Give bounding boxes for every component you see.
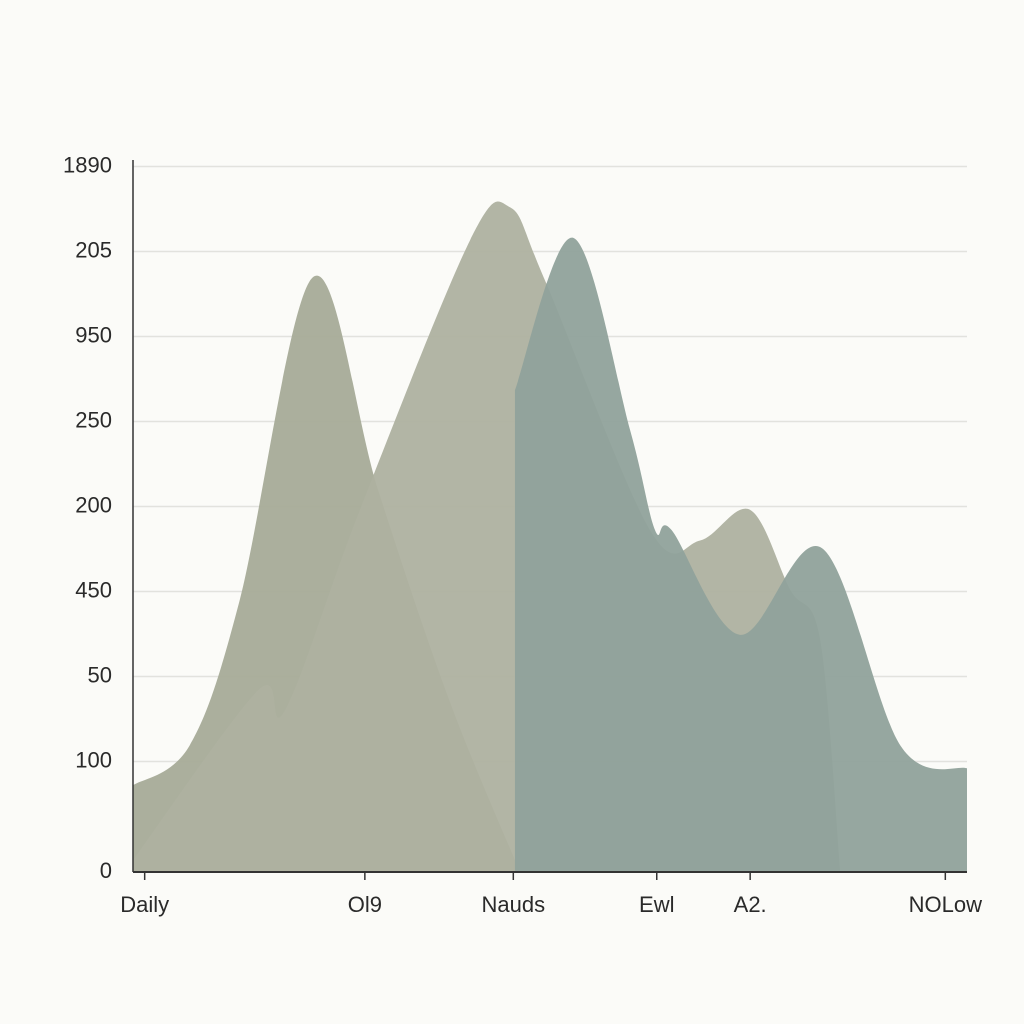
x-tick-label: Ol9 [348, 892, 382, 917]
y-tick-label: 100 [75, 747, 112, 772]
x-tick-label: Ewl [639, 892, 674, 917]
x-tick-label: Nauds [482, 892, 546, 917]
y-tick-label: 205 [75, 237, 112, 262]
x-tick-label: Daily [120, 892, 169, 917]
y-tick-label: 1890 [63, 152, 112, 177]
y-tick-label: 200 [75, 492, 112, 517]
y-tick-label: 50 [88, 662, 112, 687]
y-tick-label: 0 [100, 858, 112, 883]
y-tick-label: 950 [75, 322, 112, 347]
area [514, 237, 967, 873]
y-tick-label: 250 [75, 407, 112, 432]
y-tick-label: 450 [75, 577, 112, 602]
x-tick-label: NOLow [909, 892, 982, 917]
x-tick-label: A2. [734, 892, 767, 917]
